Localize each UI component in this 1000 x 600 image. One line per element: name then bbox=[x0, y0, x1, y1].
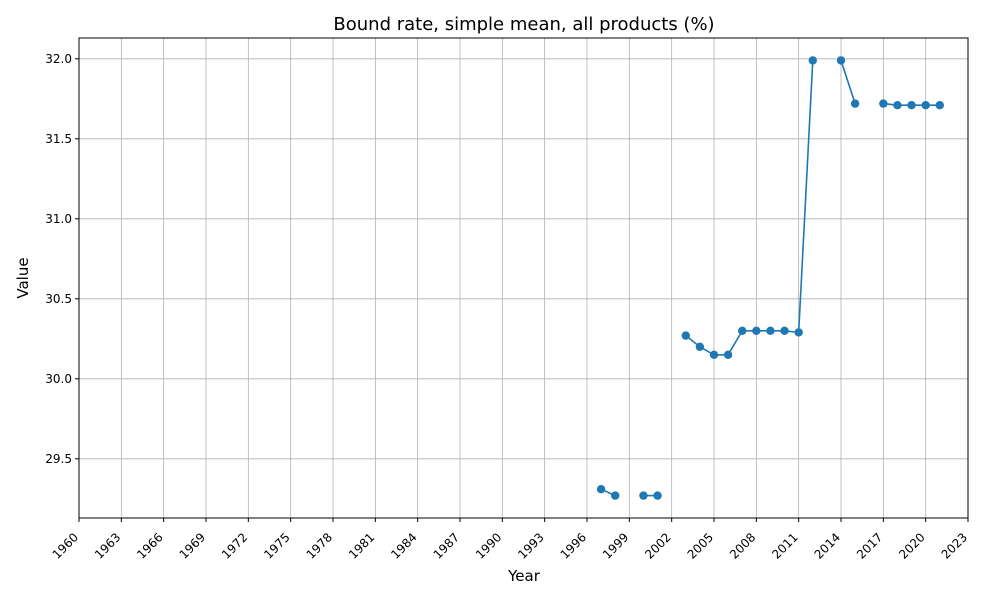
data-point bbox=[596, 485, 606, 494]
x-tick-label: 1969 bbox=[177, 530, 208, 561]
data-point bbox=[879, 99, 888, 108]
x-tick-label: 2020 bbox=[896, 530, 927, 561]
x-tick-label: 1975 bbox=[261, 530, 292, 561]
x-tick-label: 1972 bbox=[219, 530, 250, 561]
data-point bbox=[681, 331, 690, 340]
data-point bbox=[907, 101, 916, 110]
x-tick-label: 1960 bbox=[50, 530, 81, 561]
x-tick-label: 2005 bbox=[685, 530, 716, 561]
series-layer bbox=[596, 56, 944, 500]
y-tick-label: 30.5 bbox=[45, 292, 72, 306]
data-point bbox=[611, 491, 620, 500]
data-point bbox=[695, 342, 705, 351]
data-point bbox=[752, 326, 761, 335]
x-axis-ticks: 1960 1963 1966 1969 1972 1975 1978 1981 1984 1987… bbox=[50, 518, 970, 562]
data-point bbox=[935, 101, 944, 110]
x-tick-label: 1996 bbox=[558, 530, 589, 561]
x-tick-label: 1981 bbox=[346, 530, 377, 561]
x-tick-label: 1978 bbox=[304, 530, 335, 561]
x-tick-label: 2011 bbox=[769, 530, 800, 561]
x-tick-label: 1993 bbox=[515, 530, 546, 561]
x-tick-label: 2002 bbox=[642, 530, 673, 561]
data-point bbox=[808, 56, 817, 65]
x-tick-label: 2008 bbox=[727, 530, 758, 561]
x-tick-label: 1990 bbox=[473, 530, 504, 561]
x-tick-label: 2014 bbox=[812, 530, 843, 561]
y-tick-label: 31.5 bbox=[45, 132, 72, 146]
y-tick-label: 30.0 bbox=[45, 372, 72, 386]
data-point bbox=[639, 491, 648, 500]
data-point bbox=[794, 328, 803, 337]
data-point bbox=[723, 350, 733, 359]
y-tick-label: 31.0 bbox=[45, 212, 72, 226]
series-line bbox=[840, 60, 856, 104]
x-tick-label: 2023 bbox=[939, 530, 970, 561]
x-tick-label: 2017 bbox=[854, 530, 885, 561]
data-point bbox=[653, 491, 662, 500]
y-axis-label: Value bbox=[14, 257, 32, 298]
plot-frame bbox=[78, 37, 969, 519]
data-point bbox=[766, 326, 775, 335]
y-axis-ticks: 29.5 30.0 30.5 31.0 31.5 32.0 bbox=[45, 52, 79, 466]
chart-title: Bound rate, simple mean, all products (%… bbox=[333, 14, 714, 35]
y-tick-label: 29.5 bbox=[45, 452, 72, 466]
x-tick-label: 1963 bbox=[92, 530, 123, 561]
x-tick-label: 1987 bbox=[431, 530, 462, 561]
data-point bbox=[850, 99, 860, 108]
data-point bbox=[780, 326, 789, 335]
x-tick-label: 1999 bbox=[600, 530, 631, 561]
series-line bbox=[685, 60, 814, 356]
data-point bbox=[893, 101, 902, 110]
data-point bbox=[738, 326, 747, 335]
data-point bbox=[709, 350, 719, 359]
x-tick-label: 1966 bbox=[134, 530, 165, 561]
data-point bbox=[836, 56, 846, 65]
y-tick-label: 32.0 bbox=[45, 52, 72, 66]
grid bbox=[78, 38, 969, 518]
x-tick-label: 1984 bbox=[388, 530, 419, 561]
data-point bbox=[921, 101, 930, 110]
x-axis-label: Year bbox=[507, 567, 541, 585]
